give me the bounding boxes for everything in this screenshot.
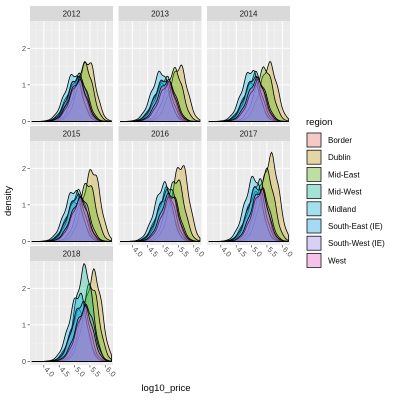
legend-title: region: [306, 117, 332, 128]
facet-strip: [30, 6, 113, 21]
density-layer: [120, 165, 201, 242]
legend-key-background: [306, 252, 322, 269]
density-curve-west: [120, 78, 200, 122]
facet-strip: [118, 126, 202, 141]
facet-label: 2017: [240, 130, 258, 139]
y-tick-label: 0: [22, 117, 26, 126]
legend-key-background: [306, 218, 322, 234]
legend-swatch-border: [306, 132, 322, 148]
legend-label: South-East (IE): [328, 222, 383, 231]
x-tick-label: 4.5: [58, 365, 72, 379]
legend-label: South-West (IE): [328, 239, 385, 248]
facet-panel-2016: 2016 4.0 4.5 5.0 5.5 6.0: [118, 126, 206, 259]
x-tick-label: 5.5: [177, 245, 191, 259]
legend: region Border Dublin Mid-East Mid-West Midlan…: [306, 117, 385, 269]
facet-strip: [30, 126, 113, 141]
facet-label: 2018: [63, 250, 81, 259]
y-tick-label: 2: [22, 284, 26, 293]
legend-label: Mid-West: [328, 188, 362, 197]
legend-label: Midland: [328, 205, 356, 214]
density-curve-west: [31, 196, 112, 242]
facet-panel-2017: 2017 4.0 4.5 5.0 5.5 6.0: [207, 126, 295, 259]
density-curve-west: [31, 304, 112, 362]
facet-label: 2014: [240, 10, 258, 19]
x-tick-label: 4.0: [219, 245, 233, 259]
facet-panel-2018: 2018 0 1 2 4.0 4.5 5.0 5.5 6.0: [22, 246, 118, 379]
x-tick-label: 5.0: [250, 245, 264, 259]
x-axis-title: log10_price: [141, 383, 190, 394]
facet-strip: [207, 126, 290, 141]
legend-swatch-south-east-ie-: [306, 218, 322, 234]
facet-panel-2015: 2015 0 1 2: [22, 126, 113, 246]
x-tick-label: 4.5: [146, 245, 160, 259]
facet-strip: [207, 6, 290, 21]
density-layer: [31, 263, 112, 362]
legend-label: West: [328, 256, 347, 265]
density-curve-west: [31, 78, 112, 122]
y-tick-label: 1: [22, 321, 26, 330]
density-curve-west: [208, 76, 289, 122]
x-tick-label: 5.0: [162, 245, 176, 259]
legend-swatch-mid-west: [306, 184, 322, 199]
y-tick-label: 2: [22, 44, 26, 53]
y-tick-label: 1: [22, 201, 26, 210]
x-tick-label: 6.0: [281, 245, 295, 259]
density-layer: [120, 64, 201, 122]
legend-swatch-dublin: [306, 149, 322, 165]
y-tick-label: 0: [22, 237, 26, 246]
legend-label: Mid-East: [328, 170, 360, 179]
density-curve-west: [120, 192, 200, 242]
x-tick-label: 4.5: [235, 245, 249, 259]
density-layer: [208, 61, 289, 122]
facet-panel-2013: 2013: [118, 6, 202, 125]
facet-strip: [30, 246, 113, 261]
legend-swatch-south-west-ie-: [306, 235, 322, 251]
facet-label: 2013: [151, 10, 169, 19]
facet-label: 2016: [151, 130, 169, 139]
legend-swatch-west: [306, 253, 322, 268]
y-axis-title: density: [3, 186, 14, 216]
y-tick-label: 2: [22, 164, 26, 173]
legend-swatch-mid-east: [306, 167, 322, 182]
density-layer: [31, 60, 112, 122]
density-layer: [31, 169, 112, 242]
legend-label: Dublin: [328, 153, 351, 162]
legend-key-background: [306, 132, 322, 148]
density-layer: [208, 151, 289, 242]
x-tick-label: 4.0: [42, 365, 56, 379]
legend-key-background: [306, 235, 322, 252]
density-curve-west: [208, 188, 289, 242]
legend-key-background: [306, 149, 322, 166]
x-tick-label: 4.0: [131, 245, 145, 259]
x-tick-label: 6.0: [104, 365, 118, 379]
x-tick-label: 5.0: [73, 365, 87, 379]
x-tick-label: 5.5: [89, 365, 103, 379]
legend-key-background: [306, 166, 322, 183]
facet-panel-2014: 2014: [207, 6, 290, 125]
legend-key-background: [306, 200, 322, 217]
y-tick-label: 1: [22, 81, 26, 90]
x-tick-label: 5.5: [266, 245, 280, 259]
facet-label: 2012: [63, 10, 81, 19]
y-tick-label: 0: [22, 357, 26, 366]
facet-strip: [118, 6, 202, 21]
legend-label: Border: [328, 136, 352, 145]
facet-label: 2015: [63, 130, 81, 139]
legend-swatch-midland: [306, 201, 322, 217]
x-tick-label: 6.0: [192, 245, 206, 259]
legend-key-background: [306, 183, 322, 200]
